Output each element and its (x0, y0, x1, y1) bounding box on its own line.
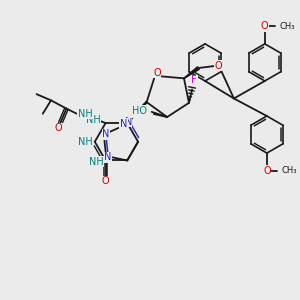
Text: NH: NH (78, 137, 93, 147)
Text: NH: NH (89, 157, 104, 166)
Text: N: N (104, 152, 112, 162)
Text: O: O (263, 166, 271, 176)
Text: CH₃: CH₃ (279, 22, 295, 31)
Text: O: O (153, 68, 161, 78)
Text: CH₃: CH₃ (281, 166, 297, 175)
Text: HO: HO (131, 106, 146, 116)
Text: O: O (261, 21, 268, 32)
Text: F: F (191, 75, 197, 85)
Text: F: F (192, 75, 198, 85)
Text: NH: NH (78, 109, 92, 119)
Text: O: O (214, 61, 222, 71)
Text: O: O (102, 176, 110, 186)
Text: NH: NH (86, 115, 101, 125)
Text: N: N (102, 130, 110, 140)
Text: N: N (124, 117, 132, 127)
Polygon shape (184, 67, 199, 78)
Text: N: N (120, 118, 127, 129)
Text: HO: HO (130, 108, 146, 118)
Polygon shape (122, 102, 147, 127)
Text: O: O (54, 123, 62, 133)
